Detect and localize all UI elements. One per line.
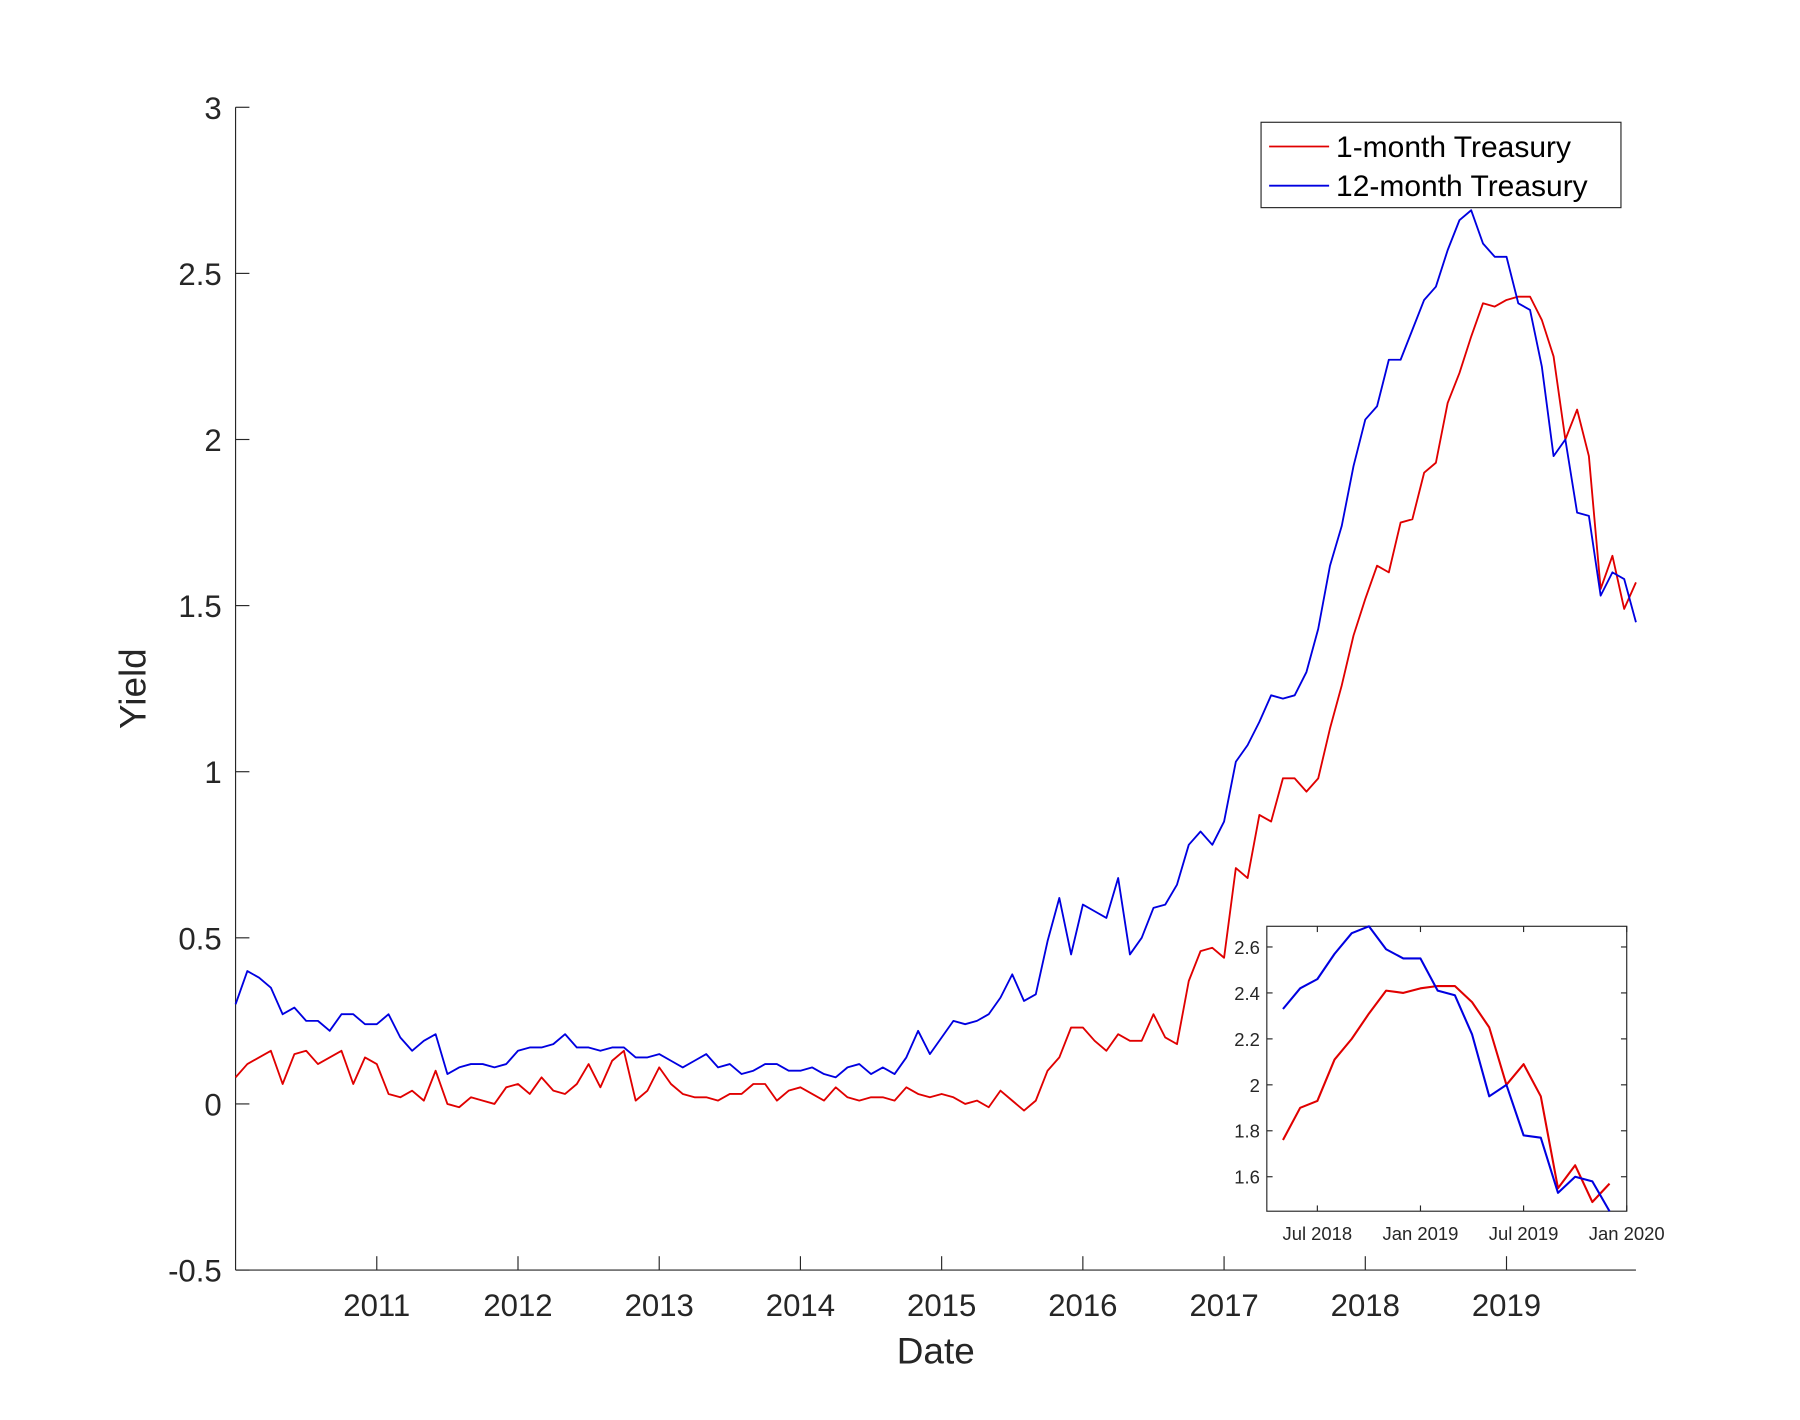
series-line-1-month — [234, 295, 1637, 1112]
x-tick-label: 2019 — [1472, 1288, 1541, 1323]
y-axis-label: Yield — [113, 648, 154, 729]
x-tick-label: 2017 — [1189, 1288, 1258, 1323]
y-tick-label: 1 — [204, 755, 221, 790]
inset-x-tick-label: Jul 2018 — [1282, 1223, 1352, 1244]
x-tick-label: 2013 — [625, 1288, 694, 1323]
series-line-12-month — [234, 209, 1637, 1079]
x-tick-label: 2014 — [766, 1288, 835, 1323]
inset-y-tick-label: 2 — [1250, 1075, 1260, 1096]
inset-y-tick-label: 2.2 — [1234, 1029, 1260, 1050]
legend-label-1-month: 1-month Treasury — [1336, 131, 1571, 164]
inset-x-tick-label: Jan 2019 — [1383, 1223, 1459, 1244]
y-tick-label: 1.5 — [178, 589, 221, 624]
y-tick-label: 0.5 — [178, 921, 221, 956]
inset-axes: 1.6 1.8 2 2.2 2.4 2.6 Jul 2018 Jan 2019 Jul 2019… — [1234, 926, 1665, 1244]
inset-series-line-12-month — [1282, 925, 1611, 1212]
y-tick-label: 3 — [204, 91, 221, 126]
x-axis-label: Date — [897, 1330, 975, 1371]
main-axes: -0.5 0 0.5 1 1.5 2 2.5 3 2011 2012 2013 2014 2015 201… — [168, 91, 1636, 1323]
legend-box — [1260, 121, 1622, 209]
y-tick-label: 0 — [204, 1087, 221, 1122]
inset-series-line-1-month — [1282, 984, 1611, 1204]
x-tick-label: 2015 — [907, 1288, 976, 1323]
legend-label-12-month: 12-month Treasury — [1336, 170, 1588, 203]
inset-y-tick-label: 1.8 — [1234, 1121, 1260, 1142]
x-tick-label: 2011 — [343, 1288, 410, 1323]
legend: 1-month Treasury 12-month Treasury — [1260, 121, 1622, 209]
y-tick-label: 2 — [204, 423, 221, 458]
x-tick-label: 2012 — [483, 1288, 552, 1323]
inset-y-tick-label: 2.6 — [1234, 937, 1260, 958]
inset-plot-lines — [1282, 925, 1611, 1212]
main-plot-lines — [234, 209, 1637, 1112]
inset-x-tick-label: Jul 2019 — [1489, 1223, 1559, 1244]
x-tick-label: 2018 — [1331, 1288, 1400, 1323]
inset-y-tick-label: 1.6 — [1234, 1167, 1260, 1188]
inset-chart: 1.6 1.8 2 2.2 2.4 2.6 Jul 2018 Jan 2019 Jul 2019… — [1234, 925, 1665, 1244]
inset-box — [1266, 925, 1628, 1212]
inset-y-tick-label: 2.4 — [1234, 983, 1260, 1004]
x-tick-label: 2016 — [1048, 1288, 1117, 1323]
y-tick-label: 2.5 — [178, 257, 221, 292]
y-tick-label: -0.5 — [168, 1254, 222, 1289]
inset-x-tick-label: Jan 2020 — [1589, 1223, 1665, 1244]
